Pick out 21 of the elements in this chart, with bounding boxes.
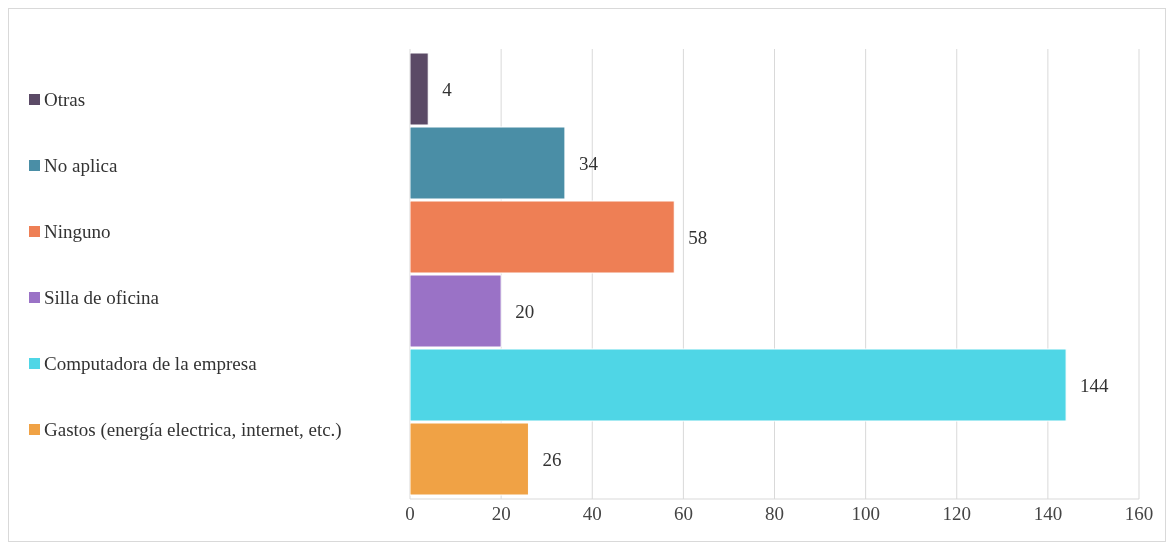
data-label: 4 — [442, 78, 453, 100]
data-label: 26 — [542, 448, 562, 470]
x-tick-label: 140 — [1033, 503, 1063, 525]
x-tick-label: 80 — [765, 503, 784, 525]
x-tick-label: 100 — [851, 503, 880, 525]
legend-label: Otras — [44, 89, 86, 111]
legend-label: No aplica — [44, 155, 118, 177]
data-label: 144 — [1080, 374, 1110, 396]
x-tick-label: 20 — [491, 503, 511, 525]
legend-label: Gastos (energía electrica, internet, etc.) — [44, 419, 342, 441]
x-tick-label: 40 — [582, 503, 602, 525]
x-tick-label: 160 — [1124, 503, 1154, 525]
legend-label: Computadora de la empresa — [44, 353, 257, 375]
legend-label: Ninguno — [44, 221, 111, 243]
data-label: 34 — [578, 152, 599, 174]
legend-label: Silla de oficina — [44, 287, 160, 309]
x-tick-label: 60 — [673, 503, 693, 525]
x-tick-label: 0 — [405, 503, 415, 525]
x-tick-label: 120 — [942, 503, 971, 525]
data-label: 20 — [515, 300, 535, 322]
data-label: 58 — [688, 226, 708, 248]
